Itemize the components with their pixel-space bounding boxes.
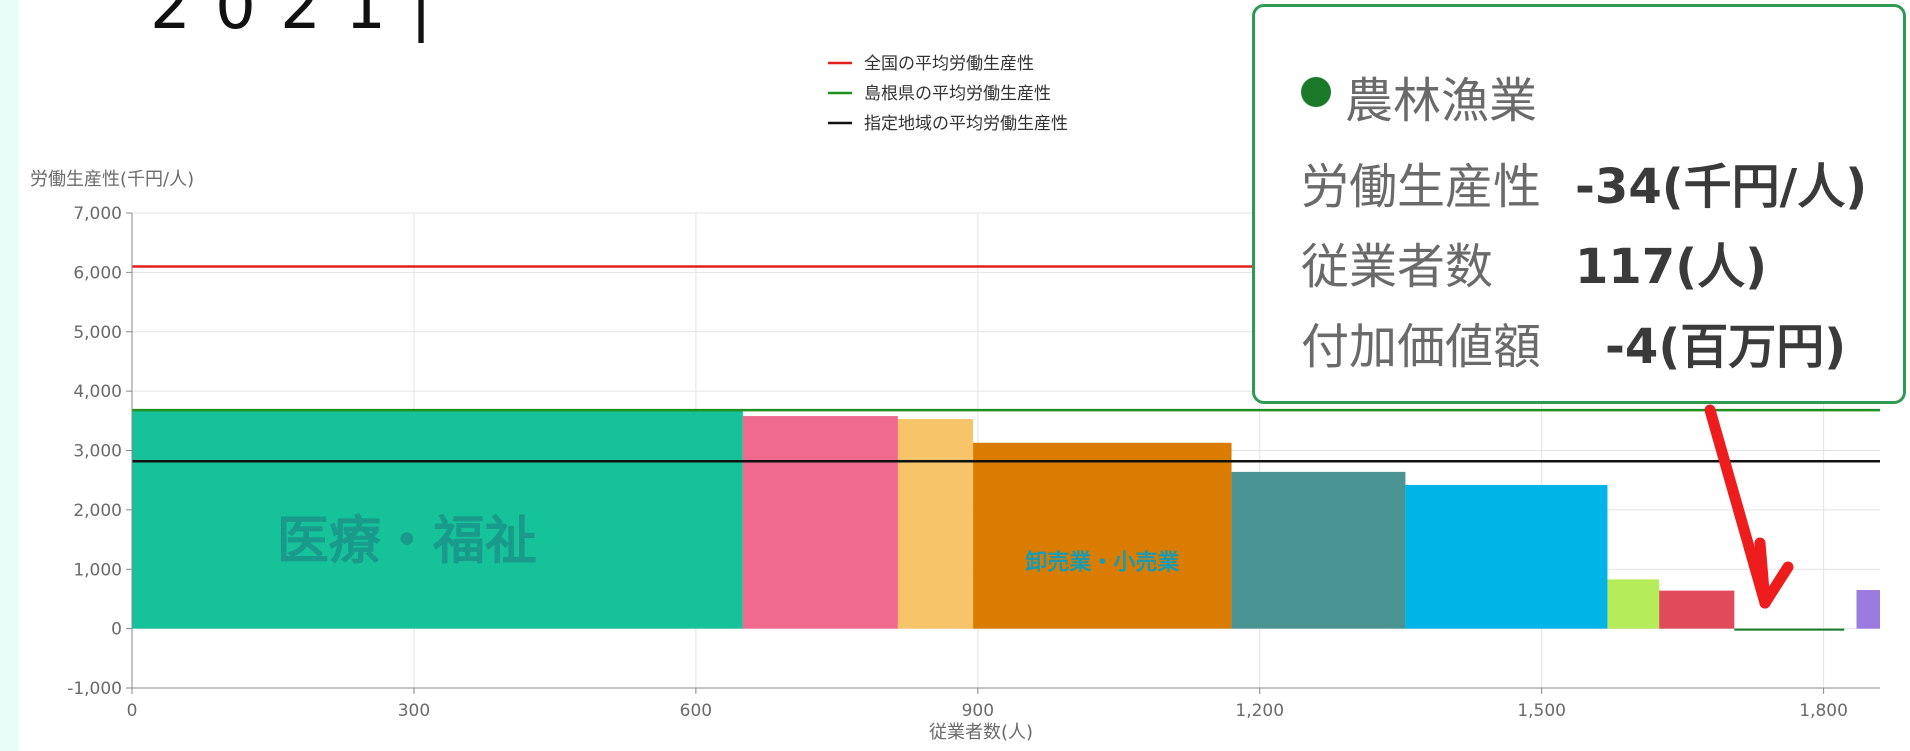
annotation-arrow [1704,404,1794,609]
legend-label: 指定地域の平均労働生産性 [864,114,1068,134]
x-tick-label: 1,500 [1517,701,1566,721]
bar [1405,484,1608,629]
tooltip-title: 農林漁業 [1345,73,1538,129]
chart-axes: 7,0006,0005,0004,0003,0002,0001,0000-1,0… [30,169,1880,743]
bar [897,419,974,629]
tooltip-value-value-added: -4(百万円) [1605,319,1847,375]
bar-label: 卸売業・小売業 [1025,549,1180,575]
x-tick-label: 900 [962,701,994,721]
x-tick-label: 1,200 [1235,701,1284,721]
y-tick-label: 0 [111,620,122,640]
legend-label: 島根県の平均労働生産性 [864,84,1051,104]
hover-tooltip: 農林漁業 労働生産性 -34(千円/人) 従業者数 117(人) 付加価値額 -… [1252,4,1906,404]
y-tick-label: 1,000 [73,560,122,580]
x-tick-label: 300 [398,701,430,721]
x-axis-title: 従業者数(人) [929,722,1033,743]
legend-label: 全国の平均労働生産性 [864,54,1034,74]
bar [973,442,1232,629]
y-tick-label: -1,000 [67,679,122,699]
series-dot-icon [1301,77,1331,107]
bar [1734,628,1845,631]
page-heading-fragment: 2 0 2 1 | [150,0,434,44]
chart-labels: 医療・福祉卸売業・小売業 [277,512,1180,576]
y-tick-label: 4,000 [73,382,122,402]
y-tick-label: 6,000 [73,263,122,283]
bar [1231,471,1406,629]
tooltip-label-employees: 従業者数 [1301,239,1494,295]
arrow-head-right [1759,561,1794,609]
bar [1607,579,1660,629]
y-tick-label: 2,000 [73,501,122,521]
y-tick-label: 5,000 [73,323,122,343]
y-tick-label: 7,000 [73,204,122,224]
bar [132,410,743,629]
x-tick-label: 600 [680,701,712,721]
bar [742,416,898,629]
tooltip-label-value-added: 付加価値額 [1301,319,1542,375]
tooltip-label-productivity: 労働生産性 [1301,159,1542,215]
bar [1659,590,1735,629]
bar [1856,590,1880,629]
arrow-shaft [1704,404,1771,609]
tooltip-value-productivity: -34(千円/人) [1575,159,1868,215]
arrow-head-left [1754,537,1771,609]
x-tick-label: 0 [127,701,138,721]
y-axis-title: 労働生産性(千円/人) [30,169,194,190]
x-tick-label: 1,800 [1799,701,1848,721]
bar-label: 医療・福祉 [277,512,537,572]
chart-bars [132,410,1880,631]
tooltip-value-employees: 117(人) [1575,239,1768,295]
y-tick-label: 3,000 [73,442,122,462]
